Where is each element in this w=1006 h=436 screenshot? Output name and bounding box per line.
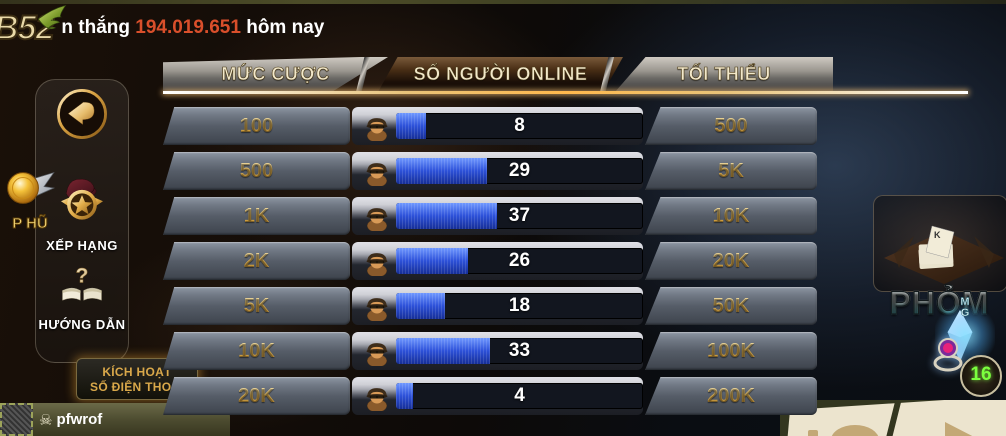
svg-text:?: ? — [76, 264, 89, 287]
